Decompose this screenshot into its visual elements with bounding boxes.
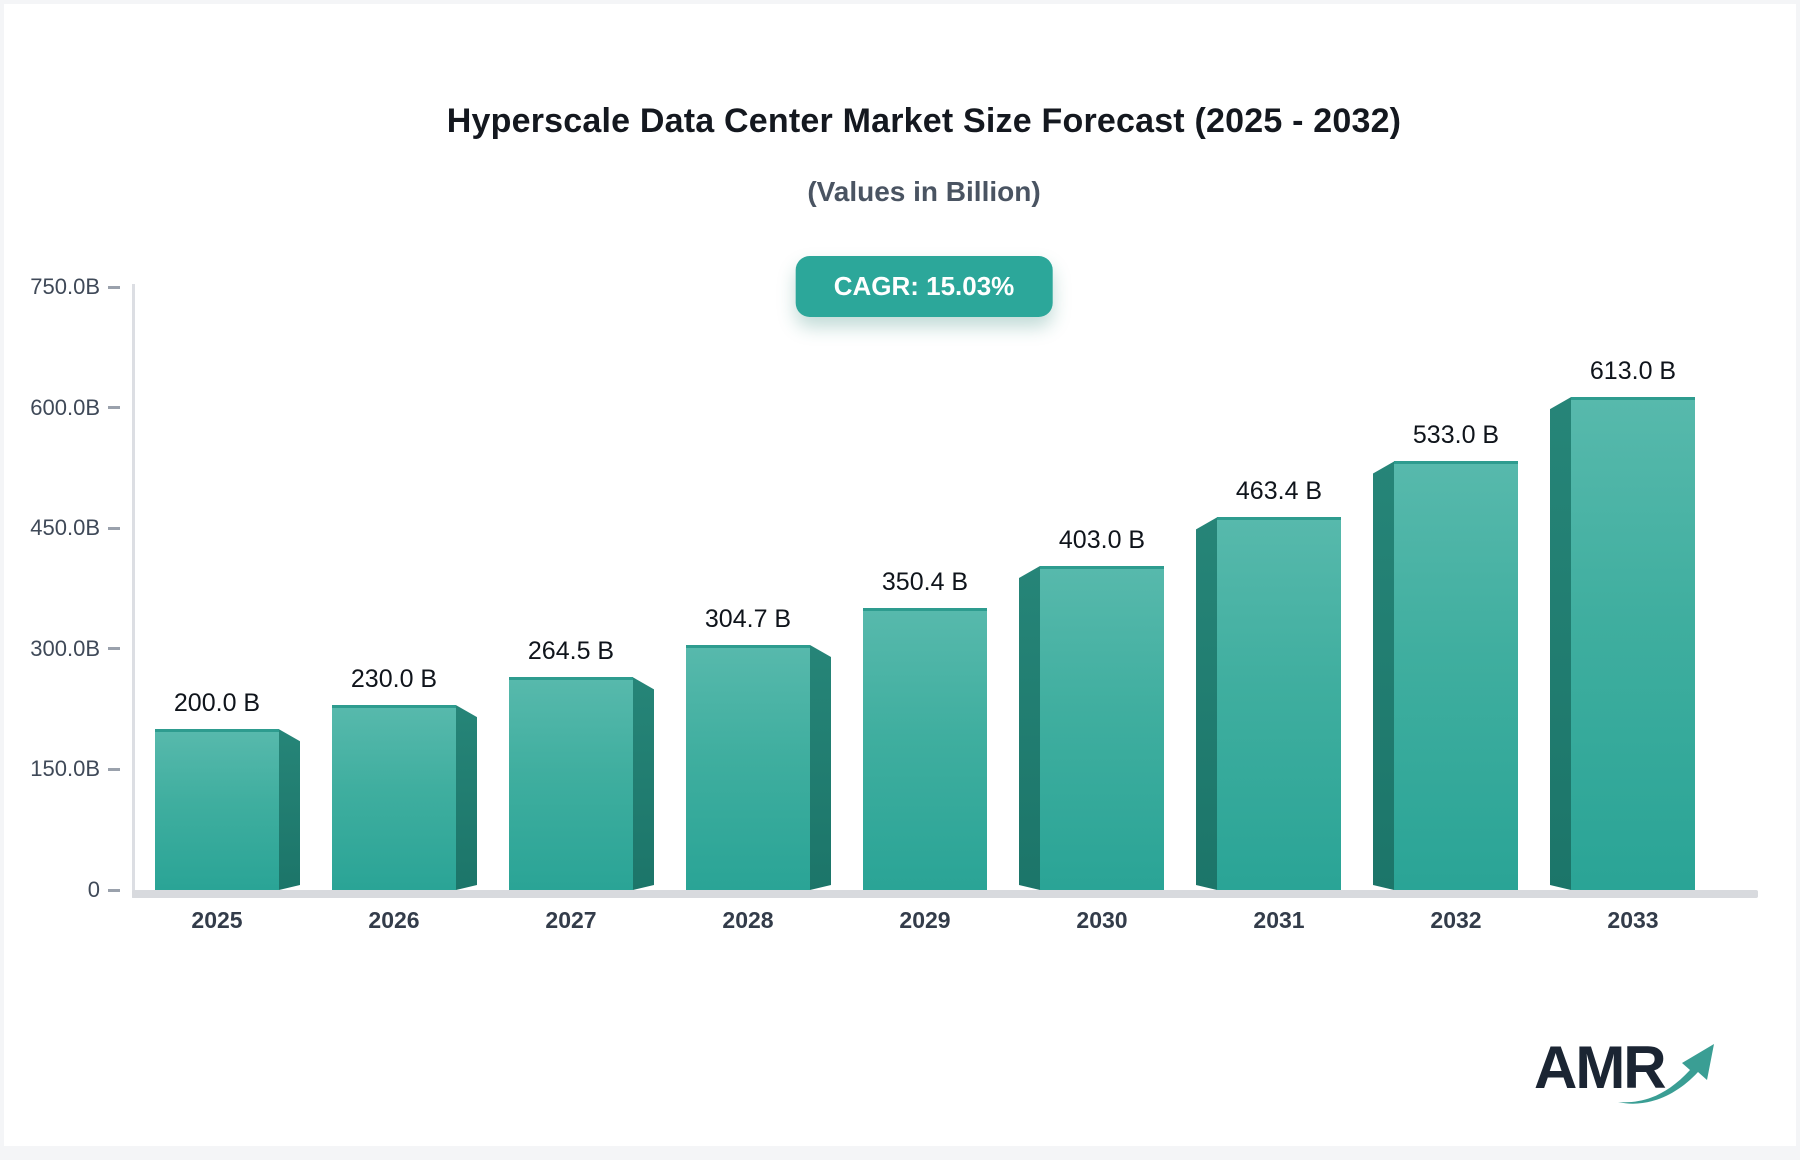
x-axis-label-2027: 2027	[545, 907, 597, 933]
bar-side-face-2030	[1019, 566, 1040, 890]
bar-value-label-2030: 403.0 B	[1058, 525, 1146, 554]
y-axis-line	[132, 284, 135, 898]
x-axis-line	[132, 890, 1758, 898]
chart-card: Hyperscale Data Center Market Size Forec…	[4, 4, 1796, 1146]
bar-side-face-2028	[810, 645, 831, 890]
x-axis-label-2029: 2029	[899, 907, 951, 933]
bar-side-face-2027	[633, 677, 654, 890]
y-axis-label: 750.0B	[30, 274, 100, 299]
chart-title: Hyperscale Data Center Market Size Forec…	[446, 102, 1402, 140]
x-axis-label-2025: 2025	[191, 907, 243, 933]
y-axis-label: 600.0B	[30, 394, 100, 420]
y-axis-tick-mark	[108, 406, 120, 410]
y-axis-label: 450.0B	[30, 515, 100, 541]
x-axis-label-2026: 2026	[368, 907, 420, 933]
x-axis-label-2031: 2031	[1253, 907, 1305, 933]
amr-logo-text: AMR	[1534, 1034, 1667, 1101]
y-axis-tick-mark	[108, 767, 120, 771]
bar-face-2030	[1040, 565, 1164, 890]
bar-value-label-2025: 200.0 B	[173, 689, 261, 718]
growth-arrow-icon	[1618, 1044, 1714, 1104]
y-axis-tick-mark	[108, 888, 120, 892]
bar-chart: 750.0B 600.0B 450.0B 300.0B 150.0B 0 200.0 B 20…	[4, 4, 1800, 1160]
cagr-badge: CAGR: 15.03%	[795, 256, 1053, 317]
y-axis-tick-0: 0	[4, 876, 120, 904]
y-axis-tick-750: 750.0B	[4, 273, 120, 301]
x-axis-label-2033: 2033	[1607, 907, 1659, 933]
bar-value-label-2029: 350.4 B	[881, 568, 969, 597]
bar-side-face-2032	[1373, 461, 1394, 890]
x-axis-label-2028: 2028	[722, 907, 774, 933]
bar-value-label-2027: 264.5 B	[527, 637, 615, 666]
x-axis-label-2030: 2030	[1076, 907, 1128, 933]
bar-face-2028	[686, 645, 810, 890]
y-axis-tick-450: 450.0B	[4, 514, 120, 542]
amr-logo: AMR	[1534, 1036, 1714, 1116]
bar-value-label-2032: 533.0 B	[1412, 421, 1500, 450]
bar-face-2025	[155, 729, 279, 890]
bar-side-face-2031	[1196, 517, 1217, 890]
bar-face-2026	[332, 705, 456, 890]
bar-side-face-2026	[456, 705, 477, 890]
y-axis-tick-600: 600.0B	[4, 394, 120, 422]
bar-side-face-2025	[279, 729, 300, 890]
y-axis-label: 150.0B	[30, 756, 100, 782]
bar-face-2027	[509, 677, 633, 890]
x-axis-label-2032: 2032	[1430, 907, 1482, 933]
bar-value-label-2026: 230.0 B	[350, 665, 438, 694]
bar-value-label-2033: 613.0 B	[1589, 357, 1677, 386]
bar-face-2029	[863, 608, 987, 890]
bar-face-2031	[1217, 517, 1341, 890]
y-axis-tick-150: 150.0B	[4, 755, 120, 783]
y-axis-tick-mark	[108, 526, 120, 530]
y-axis-label: 0	[87, 877, 100, 902]
chart-subtitle: (Values in Billion)	[807, 176, 1041, 207]
y-axis-tick-300: 300.0B	[4, 635, 120, 663]
bar-value-label-2028: 304.7 B	[704, 605, 792, 634]
bar-value-label-2031: 463.4 B	[1235, 477, 1323, 506]
bar-side-face-2033	[1550, 397, 1571, 890]
y-axis-tick-mark	[108, 285, 120, 289]
y-axis-tick-mark	[108, 647, 120, 651]
y-axis-label: 300.0B	[30, 635, 100, 661]
bar-face-2033	[1571, 397, 1695, 890]
bar-face-2032	[1394, 461, 1518, 890]
